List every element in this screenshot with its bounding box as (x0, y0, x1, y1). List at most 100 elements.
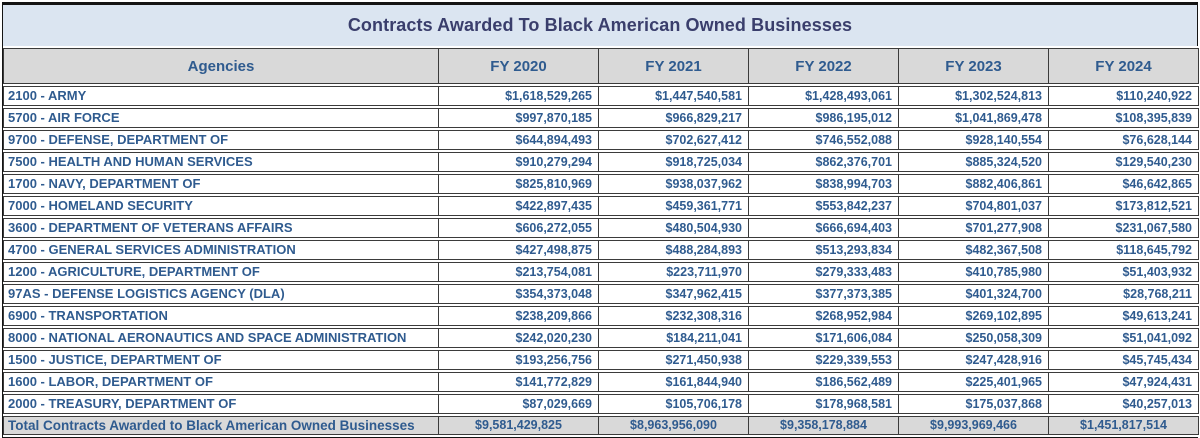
value-cell: $997,870,185 (439, 108, 599, 128)
value-cell: $47,924,431 (1049, 372, 1199, 392)
table-row: 4700 - GENERAL SERVICES ADMINISTRATION $4… (3, 240, 1199, 260)
value-cell: $427,498,875 (439, 240, 599, 260)
value-cell: $410,785,980 (899, 262, 1049, 282)
value-cell: $1,041,869,478 (899, 108, 1049, 128)
agency-cell[interactable]: 2100 - ARMY (3, 86, 439, 106)
value-cell: $918,725,034 (599, 152, 749, 172)
agency-cell[interactable]: 6900 - TRANSPORTATION (3, 306, 439, 326)
value-cell: $238,209,866 (439, 306, 599, 326)
table-row: 7000 - HOMELAND SECURITY $422,897,435 $459… (3, 196, 1199, 216)
table-row: 2000 - TREASURY, DEPARTMENT OF $87,029,66… (3, 394, 1199, 414)
agency-cell[interactable]: 1600 - LABOR, DEPARTMENT OF (3, 372, 439, 392)
agency-cell[interactable]: 97AS - DEFENSE LOGISTICS AGENCY (DLA) (3, 284, 439, 304)
value-cell: $242,020,230 (439, 328, 599, 348)
column-header-fy2023[interactable]: FY 2023 (899, 48, 1049, 84)
value-cell: $161,844,940 (599, 372, 749, 392)
column-header-fy2022[interactable]: FY 2022 (749, 48, 899, 84)
value-cell: $40,257,013 (1049, 394, 1199, 414)
value-cell: $110,240,922 (1049, 86, 1199, 106)
value-cell: $938,037,962 (599, 174, 749, 194)
table-row: 3600 - DEPARTMENT OF VETERANS AFFAIRS $60… (3, 218, 1199, 238)
value-cell: $882,406,861 (899, 174, 1049, 194)
value-cell: $910,279,294 (439, 152, 599, 172)
agency-cell[interactable]: 9700 - DEFENSE, DEPARTMENT OF (3, 130, 439, 150)
value-cell: $488,284,893 (599, 240, 749, 260)
value-cell: $513,293,834 (749, 240, 899, 260)
agency-cell[interactable]: 1500 - JUSTICE, DEPARTMENT OF (3, 350, 439, 370)
value-cell: $232,308,316 (599, 306, 749, 326)
agency-cell[interactable]: 4700 - GENERAL SERVICES ADMINISTRATION (3, 240, 439, 260)
value-cell: $825,810,969 (439, 174, 599, 194)
value-cell: $666,694,403 (749, 218, 899, 238)
value-cell: $213,754,081 (439, 262, 599, 282)
table-row: 5700 - AIR FORCE $997,870,185 $966,829,217… (3, 108, 1199, 128)
column-header-fy2024[interactable]: FY 2024 (1049, 48, 1199, 84)
value-cell: $1,447,540,581 (599, 86, 749, 106)
value-cell: $702,627,412 (599, 130, 749, 150)
table-title: Contracts Awarded To Black American Owne… (347, 15, 853, 35)
value-cell: $45,745,434 (1049, 350, 1199, 370)
value-cell: $401,324,700 (899, 284, 1049, 304)
value-cell: $377,373,385 (749, 284, 899, 304)
value-cell: $186,562,489 (749, 372, 899, 392)
agency-cell[interactable]: 3600 - DEPARTMENT OF VETERANS AFFAIRS (3, 218, 439, 238)
value-cell: $1,618,529,265 (439, 86, 599, 106)
value-cell: $229,339,553 (749, 350, 899, 370)
table-row: 1200 - AGRICULTURE, DEPARTMENT OF $213,75… (3, 262, 1199, 282)
column-header-fy2021[interactable]: FY 2021 (599, 48, 749, 84)
value-cell: $269,102,895 (899, 306, 1049, 326)
value-cell: $173,812,521 (1049, 196, 1199, 216)
table-row: 9700 - DEFENSE, DEPARTMENT OF $644,894,49… (3, 130, 1199, 150)
value-cell: $171,606,084 (749, 328, 899, 348)
agency-cell[interactable]: 7500 - HEALTH AND HUMAN SERVICES (3, 152, 439, 172)
agency-cell[interactable]: 2000 - TREASURY, DEPARTMENT OF (3, 394, 439, 414)
value-cell: $87,029,669 (439, 394, 599, 414)
value-cell: $225,401,965 (899, 372, 1049, 392)
value-cell: $966,829,217 (599, 108, 749, 128)
value-cell: $928,140,554 (899, 130, 1049, 150)
agency-cell[interactable]: 1200 - AGRICULTURE, DEPARTMENT OF (3, 262, 439, 282)
table-row: 1700 - NAVY, DEPARTMENT OF $825,810,969 $9… (3, 174, 1199, 194)
table-row: 1500 - JUSTICE, DEPARTMENT OF $193,256,75… (3, 350, 1199, 370)
value-cell: $885,324,520 (899, 152, 1049, 172)
value-cell: $28,768,211 (1049, 284, 1199, 304)
value-cell: $704,801,037 (899, 196, 1049, 216)
total-fy2024: $1,451,817,514 (1049, 416, 1199, 435)
value-cell: $76,628,144 (1049, 130, 1199, 150)
total-row: Total Contracts Awarded to Black America… (3, 416, 1199, 435)
contracts-table: Agencies FY 2020 FY 2021 FY 2022 FY 2023… (3, 46, 1199, 437)
value-cell: $51,403,932 (1049, 262, 1199, 282)
value-cell: $354,373,048 (439, 284, 599, 304)
value-cell: $247,428,916 (899, 350, 1049, 370)
agency-cell[interactable]: 8000 - NATIONAL AERONAUTICS AND SPACE AD… (3, 328, 439, 348)
table-row: 1600 - LABOR, DEPARTMENT OF $141,772,829 $… (3, 372, 1199, 392)
value-cell: $482,367,508 (899, 240, 1049, 260)
value-cell: $838,994,703 (749, 174, 899, 194)
total-fy2020: $9,581,429,825 (439, 416, 599, 435)
table-row: 7500 - HEALTH AND HUMAN SERVICES $910,279… (3, 152, 1199, 172)
agency-cell[interactable]: 5700 - AIR FORCE (3, 108, 439, 128)
total-label: Total Contracts Awarded to Black America… (3, 416, 439, 435)
total-fy2023: $9,993,969,466 (899, 416, 1049, 435)
value-cell: $644,894,493 (439, 130, 599, 150)
value-cell: $271,450,938 (599, 350, 749, 370)
value-cell: $105,706,178 (599, 394, 749, 414)
value-cell: $178,968,581 (749, 394, 899, 414)
column-header-fy2020[interactable]: FY 2020 (439, 48, 599, 84)
agency-cell[interactable]: 7000 - HOMELAND SECURITY (3, 196, 439, 216)
value-cell: $175,037,868 (899, 394, 1049, 414)
value-cell: $553,842,237 (749, 196, 899, 216)
value-cell: $223,711,970 (599, 262, 749, 282)
value-cell: $746,552,088 (749, 130, 899, 150)
value-cell: $250,058,309 (899, 328, 1049, 348)
value-cell: $1,428,493,061 (749, 86, 899, 106)
table-body: 2100 - ARMY $1,618,529,265 $1,447,540,581 $… (3, 86, 1199, 414)
agency-cell[interactable]: 1700 - NAVY, DEPARTMENT OF (3, 174, 439, 194)
value-cell: $118,645,792 (1049, 240, 1199, 260)
value-cell: $279,333,483 (749, 262, 899, 282)
value-cell: $701,277,908 (899, 218, 1049, 238)
value-cell: $46,642,865 (1049, 174, 1199, 194)
value-cell: $480,504,930 (599, 218, 749, 238)
value-cell: $129,540,230 (1049, 152, 1199, 172)
column-header-agencies[interactable]: Agencies (3, 48, 439, 84)
